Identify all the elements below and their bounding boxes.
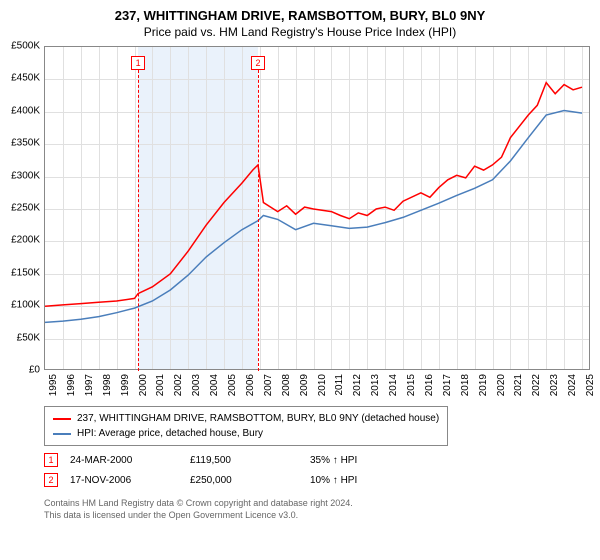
- legend-swatch: [53, 433, 71, 435]
- y-tick-label: £300K: [2, 170, 40, 181]
- y-tick-label: £150K: [2, 267, 40, 278]
- x-tick-label: 2008: [281, 374, 292, 396]
- marker-box: 2: [251, 56, 265, 70]
- table-row: 2 17-NOV-2006£250,00010% ↑ HPI: [44, 470, 390, 490]
- x-tick-label: 2017: [442, 374, 453, 396]
- x-tick-label: 2015: [406, 374, 417, 396]
- y-tick-label: £400K: [2, 105, 40, 116]
- x-tick-label: 2004: [209, 374, 220, 396]
- chart-subtitle: Price paid vs. HM Land Registry's House …: [0, 23, 600, 47]
- x-tick-label: 2000: [138, 374, 149, 396]
- plot-area: 12: [44, 46, 590, 370]
- x-tick-label: 2011: [334, 374, 345, 396]
- table-row: 1 24-MAR-2000£119,50035% ↑ HPI: [44, 450, 390, 470]
- table-price: £119,500: [190, 455, 310, 466]
- y-tick-label: £0: [2, 365, 40, 376]
- x-tick-label: 1999: [120, 374, 131, 396]
- series-svg: [45, 47, 591, 371]
- x-tick-label: 2018: [460, 374, 471, 396]
- x-tick-label: 2019: [478, 374, 489, 396]
- x-tick-label: 2013: [370, 374, 381, 396]
- table-date: 17-NOV-2006: [70, 475, 190, 486]
- y-tick-label: £100K: [2, 300, 40, 311]
- x-tick-label: 1997: [84, 374, 95, 396]
- y-tick-label: £450K: [2, 73, 40, 84]
- y-tick-label: £200K: [2, 235, 40, 246]
- marker-box: 1: [131, 56, 145, 70]
- chart-container: 237, WHITTINGHAM DRIVE, RAMSBOTTOM, BURY…: [0, 0, 600, 560]
- y-tick-label: £250K: [2, 203, 40, 214]
- y-tick-label: £350K: [2, 138, 40, 149]
- table-price: £250,000: [190, 475, 310, 486]
- footer-text: Contains HM Land Registry data © Crown c…: [44, 498, 353, 521]
- x-tick-label: 2012: [352, 374, 363, 396]
- footer-line2: This data is licensed under the Open Gov…: [44, 510, 353, 522]
- x-tick-label: 1998: [102, 374, 113, 396]
- x-tick-label: 2025: [585, 374, 596, 396]
- marker-vline: [138, 70, 139, 371]
- chart-title: 237, WHITTINGHAM DRIVE, RAMSBOTTOM, BURY…: [0, 0, 600, 23]
- x-tick-label: 2020: [496, 374, 507, 396]
- y-tick-label: £500K: [2, 41, 40, 52]
- table-hpi: 10% ↑ HPI: [310, 475, 390, 486]
- x-tick-label: 2022: [531, 374, 542, 396]
- table-date: 24-MAR-2000: [70, 455, 190, 466]
- legend-text: HPI: Average price, detached house, Bury: [77, 428, 263, 439]
- x-tick-label: 2023: [549, 374, 560, 396]
- y-tick-label: £50K: [2, 332, 40, 343]
- marker-vline: [258, 70, 259, 371]
- table-hpi: 35% ↑ HPI: [310, 455, 390, 466]
- x-tick-label: 2009: [299, 374, 310, 396]
- x-tick-label: 2014: [388, 374, 399, 396]
- x-tick-label: 2024: [567, 374, 578, 396]
- x-tick-label: 2007: [263, 374, 274, 396]
- legend-text: 237, WHITTINGHAM DRIVE, RAMSBOTTOM, BURY…: [77, 413, 439, 424]
- series-line: [45, 83, 582, 307]
- table-marker: 2: [44, 473, 58, 487]
- x-tick-label: 1996: [66, 374, 77, 396]
- legend: 237, WHITTINGHAM DRIVE, RAMSBOTTOM, BURY…: [44, 406, 448, 446]
- legend-row: HPI: Average price, detached house, Bury: [53, 426, 439, 441]
- x-tick-label: 2021: [513, 374, 524, 396]
- legend-row: 237, WHITTINGHAM DRIVE, RAMSBOTTOM, BURY…: [53, 411, 439, 426]
- legend-swatch: [53, 418, 71, 420]
- series-line: [45, 111, 582, 323]
- table-marker: 1: [44, 453, 58, 467]
- x-tick-label: 1995: [48, 374, 59, 396]
- x-tick-label: 2005: [227, 374, 238, 396]
- footer-line1: Contains HM Land Registry data © Crown c…: [44, 498, 353, 510]
- data-table: 1 24-MAR-2000£119,50035% ↑ HPI 2 17-NOV-200…: [44, 450, 390, 490]
- x-tick-label: 2002: [173, 374, 184, 396]
- x-tick-label: 2016: [424, 374, 435, 396]
- x-tick-label: 2006: [245, 374, 256, 396]
- x-tick-label: 2010: [317, 374, 328, 396]
- x-tick-label: 2003: [191, 374, 202, 396]
- x-tick-label: 2001: [155, 374, 166, 396]
